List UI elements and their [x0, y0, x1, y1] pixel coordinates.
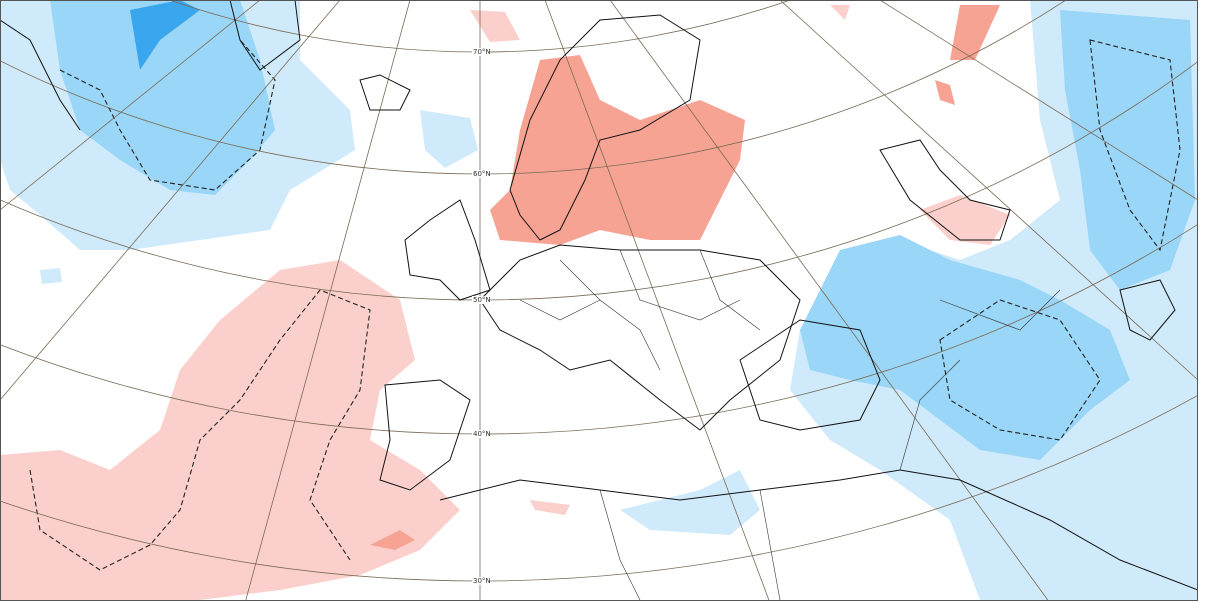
label-bg — [472, 48, 489, 56]
contour — [1089, 39, 1181, 252]
borders — [519, 249, 1061, 600]
contour — [939, 299, 1101, 441]
latitude-labels: 70°N 60°N 50°N 40°N 30°N — [472, 48, 491, 585]
latitude-label: 60°N — [473, 170, 491, 178]
coastlines — [0, 0, 1198, 591]
pink-areas — [0, 5, 1010, 600]
dark-blue-area — [130, 0, 200, 70]
latitude-label: 70°N — [473, 48, 491, 56]
latitude-label: 50°N — [473, 296, 491, 304]
contour — [29, 289, 371, 571]
label-bg — [472, 170, 489, 178]
latitude-label: 30°N — [473, 577, 491, 585]
blue-areas — [50, 0, 1195, 460]
label-bg — [472, 296, 489, 304]
red-areas — [370, 5, 1000, 550]
label-bg — [472, 430, 489, 438]
label-bg — [472, 577, 489, 585]
latitude-label: 40°N — [473, 430, 491, 438]
